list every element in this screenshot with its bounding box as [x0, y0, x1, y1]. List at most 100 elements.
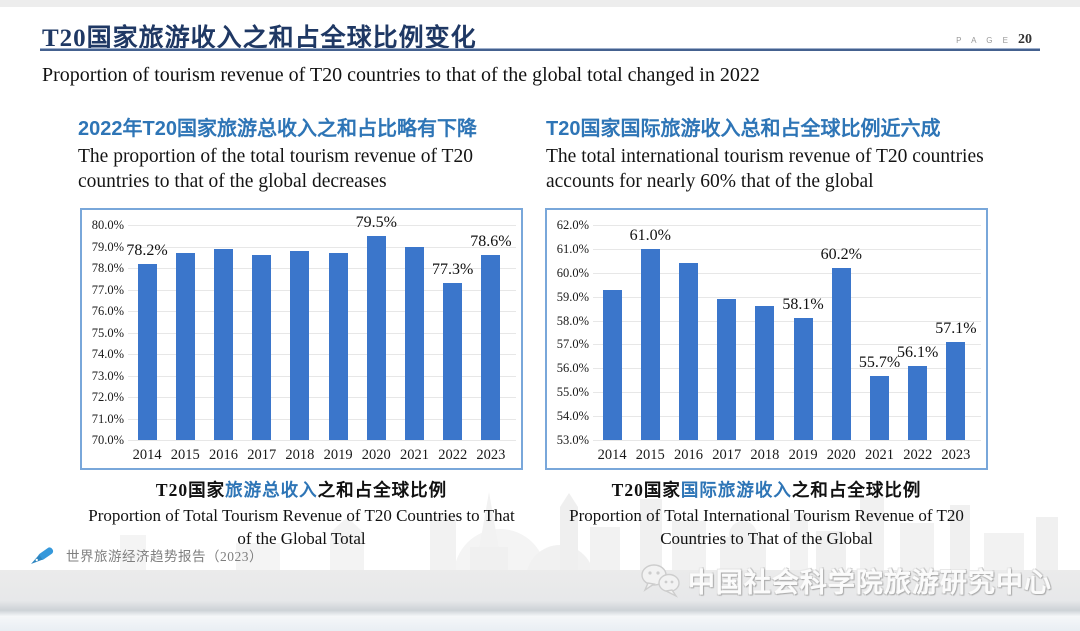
y-axis-tick-label: 75.0%: [91, 325, 124, 340]
y-axis-tick-label: 80.0%: [91, 218, 124, 232]
gridline: [128, 246, 516, 248]
right-caption-cn: T20国家国际旅游收入之和占全球比例: [611, 480, 922, 500]
page-number: 20: [1018, 32, 1032, 47]
data-label-2021: 55.7%: [858, 353, 901, 371]
right-chart-caption: T20国家国际旅游收入之和占全球比例 Proportion of Total I…: [545, 477, 988, 550]
y-axis-tick-label: 77.0%: [91, 282, 124, 297]
right-heading-cn: T20国家国际旅游收入总和占全球比例近六成: [546, 118, 941, 140]
gridline: [128, 354, 516, 355]
gridline: [593, 248, 981, 250]
bar-2021: [405, 246, 424, 440]
data-label-2019: 58.1%: [782, 296, 824, 314]
bar-2023: [946, 342, 966, 440]
org-logo: 中国社会科学院旅游研究中心: [638, 560, 1052, 600]
x-axis-label-2014: 2014: [132, 447, 162, 463]
gridline: [128, 440, 516, 441]
source-text: 世界旅游经济趋势报告（2023）: [66, 549, 263, 564]
gridline: [593, 440, 981, 441]
source-row: 世界旅游经济趋势报告（2023）: [26, 543, 263, 567]
left-caption-highlight: 旅游总收入: [225, 480, 318, 500]
pen-nib-icon: [30, 547, 54, 565]
bar-2014: [137, 263, 157, 440]
gridline: [593, 416, 981, 418]
data-label-2023: 78.6%: [470, 233, 512, 251]
gridline: [128, 268, 516, 269]
y-axis-tick-label: 59.0%: [556, 289, 589, 304]
y-axis-tick-label: 53.0%: [556, 433, 589, 447]
x-axis-label-2021: 2021: [864, 447, 894, 463]
bar-2014: [602, 289, 622, 440]
y-axis-tick-label: 58.0%: [556, 313, 589, 328]
x-axis-label-2019: 2019: [788, 447, 818, 463]
x-axis-label-2017: 2017: [247, 447, 277, 463]
bar-2021: [870, 375, 889, 440]
y-axis-tick-label: 78.0%: [91, 261, 124, 275]
data-label-2022: 77.3%: [432, 261, 474, 279]
left-chart-caption: T20国家旅游总收入之和占全球比例 Proportion of Total To…: [80, 477, 523, 550]
y-axis-tick-label: 62.0%: [556, 218, 589, 232]
x-axis-label-2018: 2018: [285, 447, 315, 463]
x-axis-label-2020: 2020: [826, 447, 856, 463]
left-caption-en: Proportion of Total Tourism Revenue of T…: [88, 506, 515, 548]
x-axis-label-2020: 2020: [361, 447, 391, 463]
bar-2018: [290, 250, 310, 440]
left-heading-en: The proportion of the total tourism reve…: [78, 146, 473, 192]
bar-2022: [908, 365, 928, 440]
right-section-header: T20国家国际旅游收入总和占全球比例近六成 The total internat…: [546, 112, 989, 194]
org-logo-text: 中国社会科学院旅游研究中心: [688, 567, 1052, 598]
x-axis-label-2016: 2016: [673, 447, 703, 463]
x-axis-label-2018: 2018: [750, 447, 780, 463]
right-bar-chart: 62.0% 61.0% 60.0% 59.0% 58.0% 57.0% 56.0% 55.0%…: [545, 208, 988, 470]
bar-2020: [831, 268, 851, 440]
y-axis-tick-label: 71.0%: [91, 411, 124, 426]
left-chart-plot-area: 80.0% 79.0% 78.0% 77.0% 76.0% 75.0% 74.0% 73.0%…: [82, 210, 521, 468]
data-label-2020: 60.2%: [820, 246, 862, 263]
gridline: [593, 368, 981, 370]
gridline: [593, 272, 981, 274]
data-label-2014: 78.2%: [126, 241, 168, 259]
page-title: T20国家旅游收入之和占全球比例变化: [42, 25, 477, 52]
gridline: [128, 225, 516, 226]
page-label: P A G E: [956, 36, 1012, 45]
y-axis-tick-label: 57.0%: [556, 337, 589, 352]
top-edge-strip: [0, 0, 1080, 7]
x-axis-label-2023: 2023: [941, 447, 971, 463]
data-label-2022: 56.1%: [897, 343, 939, 361]
gridline: [593, 225, 981, 226]
y-axis-tick-label: 60.0%: [556, 265, 589, 280]
bar-2016: [679, 263, 698, 440]
bar-2018: [755, 306, 775, 440]
right-chart-plot-area: 62.0% 61.0% 60.0% 59.0% 58.0% 57.0% 56.0% 55.0%…: [547, 210, 986, 468]
y-axis-tick-label: 79.0%: [91, 239, 124, 254]
left-heading-cn: 2022年T20国家旅游总收入之和占比略有下降: [78, 118, 477, 140]
y-axis-tick-label: 74.0%: [91, 347, 124, 361]
data-label-2020: 79.5%: [355, 213, 397, 231]
data-label-2015: 61.0%: [629, 226, 671, 244]
bar-2017: [717, 299, 737, 440]
x-axis-label-2021: 2021: [399, 447, 429, 463]
x-axis-label-2022: 2022: [903, 447, 933, 463]
y-axis-tick-label: 55.0%: [556, 385, 589, 400]
bottom-band: [0, 570, 1080, 631]
bar-2015: [175, 252, 195, 440]
left-section-header: 2022年T20国家旅游总收入之和占比略有下降 The proportion o…: [78, 112, 521, 194]
gridline: [128, 311, 516, 312]
y-axis-tick-label: 72.0%: [91, 390, 124, 404]
x-axis-label-2019: 2019: [323, 447, 353, 463]
gridline: [593, 320, 981, 322]
data-label-2023: 57.1%: [935, 320, 977, 338]
x-axis-label-2015: 2015: [170, 447, 200, 463]
right-heading-en: The total international tourism revenue …: [546, 146, 984, 192]
bar-2023: [481, 255, 501, 440]
y-axis-tick-label: 76.0%: [91, 304, 124, 318]
bar-2015: [640, 248, 660, 440]
x-axis-label-2022: 2022: [438, 447, 468, 463]
y-axis-tick-label: 73.0%: [91, 368, 124, 383]
x-axis-label-2023: 2023: [476, 447, 506, 463]
x-axis-label-2015: 2015: [635, 447, 665, 463]
x-axis-label-2017: 2017: [712, 447, 742, 463]
bar-2017: [252, 255, 272, 440]
gridline: [128, 332, 516, 334]
bar-2019: [793, 318, 813, 440]
